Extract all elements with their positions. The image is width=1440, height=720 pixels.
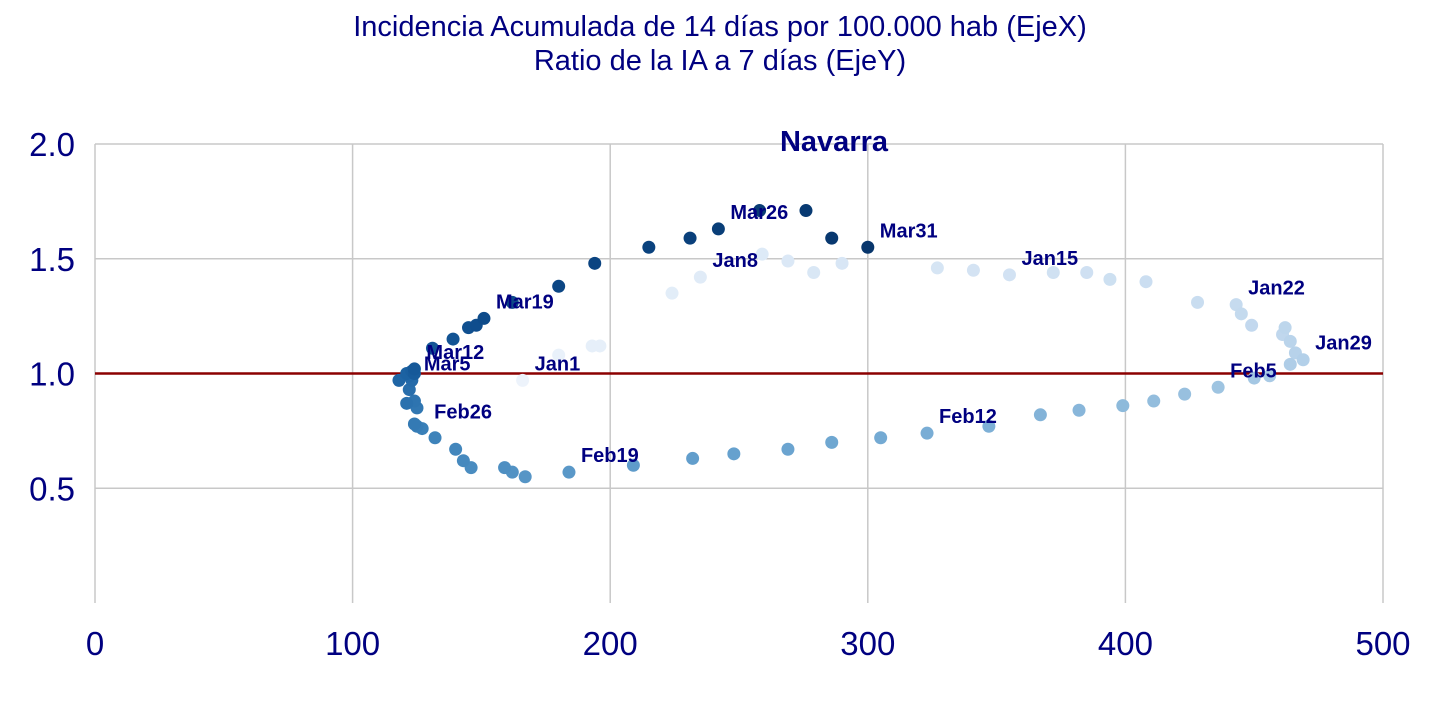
data-point (683, 231, 697, 245)
data-point (1103, 272, 1117, 286)
data-point (799, 204, 813, 218)
data-point (1139, 275, 1153, 289)
data-point (781, 442, 795, 456)
data-point (1147, 394, 1161, 408)
point-label: Jan8 (712, 250, 758, 272)
point-label: Feb26 (434, 402, 492, 424)
data-point (1080, 266, 1094, 280)
data-point (518, 470, 532, 484)
point-label: Feb12 (939, 406, 997, 428)
data-point (1002, 268, 1016, 282)
y-tick-label: 0.5 (29, 470, 75, 507)
data-point (861, 240, 875, 254)
data-point (1072, 403, 1086, 417)
data-point (982, 419, 996, 433)
point-label: Mar5 (424, 353, 471, 375)
data-point (552, 348, 566, 362)
data-point (498, 461, 512, 475)
data-point (686, 451, 700, 465)
data-point (966, 263, 980, 277)
data-point (1046, 266, 1060, 280)
x-tick-label: 0 (86, 625, 104, 662)
data-point (693, 270, 707, 284)
data-point (1116, 399, 1130, 413)
data-point (1033, 408, 1047, 422)
y-tick-label: 2.0 (29, 126, 75, 163)
x-tick-label: 400 (1098, 625, 1153, 662)
point-label: Jan22 (1248, 278, 1305, 300)
data-point (516, 373, 530, 387)
point-label: Jan29 (1315, 333, 1372, 355)
axes: 0 100 200 300 400 500 0.5 1.0 1.5 2.0 (29, 126, 1410, 662)
data-point (1245, 318, 1259, 332)
data-point (781, 254, 795, 268)
x-tick-label: 200 (583, 625, 638, 662)
data-point (1296, 353, 1310, 367)
data-point (593, 339, 607, 353)
data-point (1234, 307, 1248, 321)
data-point (753, 204, 767, 218)
data-point (588, 256, 602, 270)
point-label: Feb5 (1230, 360, 1277, 382)
point-label: Mar26 (730, 202, 788, 224)
point-label: Mar31 (880, 220, 938, 242)
chart-title: Incidencia Acumulada de 14 días por 100.… (353, 11, 1087, 43)
x-tick-label: 500 (1355, 625, 1410, 662)
data-point (400, 396, 414, 410)
data-point (505, 295, 519, 309)
data-point (1247, 371, 1261, 385)
data-point (835, 256, 849, 270)
x-tick-label: 100 (325, 625, 380, 662)
data-point (1278, 321, 1292, 335)
data-point (552, 279, 566, 293)
x-tick-label: 300 (840, 625, 895, 662)
data-point (428, 431, 442, 445)
data-point (807, 266, 821, 280)
data-point (562, 465, 576, 479)
data-point (874, 431, 888, 445)
data-point (407, 362, 421, 376)
data-point (1191, 295, 1205, 309)
panel-title: Navarra (780, 126, 889, 158)
data-point (825, 231, 839, 245)
point-label: Jan15 (1021, 248, 1078, 270)
data-point (446, 332, 460, 346)
y-tick-label: 1.0 (29, 356, 75, 393)
data-point (642, 240, 656, 254)
data-point (456, 454, 470, 468)
point-label: Mar19 (496, 291, 554, 313)
data-point (727, 447, 741, 461)
point-label: Feb19 (581, 445, 639, 467)
data-point (920, 426, 934, 440)
data-point (449, 442, 463, 456)
data-point (1283, 334, 1297, 348)
point-labels: Jan1 Jan8 Jan15 Jan22 Jan29 Feb5 Feb12 Feb19 Feb… (424, 202, 1372, 467)
data-point (711, 222, 725, 236)
chart-subtitle: Ratio de la IA a 7 días (EjeY) (533, 45, 907, 77)
data-points (392, 204, 1310, 484)
y-tick-label: 1.5 (29, 241, 75, 278)
data-point (407, 417, 421, 431)
data-point (930, 261, 944, 275)
data-point (1211, 380, 1225, 394)
data-point (425, 341, 439, 355)
point-label: Mar12 (426, 342, 484, 364)
data-point (1178, 387, 1192, 401)
point-label: Jan1 (535, 353, 581, 375)
data-point (1283, 357, 1297, 371)
data-point (755, 247, 769, 261)
data-point (1263, 369, 1277, 383)
data-point (665, 286, 679, 300)
data-point (626, 458, 640, 472)
data-point (477, 311, 491, 325)
data-point (825, 435, 839, 449)
